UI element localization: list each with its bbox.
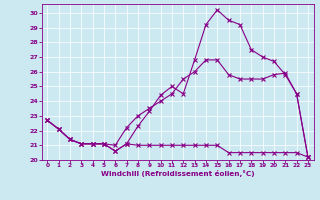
X-axis label: Windchill (Refroidissement éolien,°C): Windchill (Refroidissement éolien,°C): [101, 170, 254, 177]
